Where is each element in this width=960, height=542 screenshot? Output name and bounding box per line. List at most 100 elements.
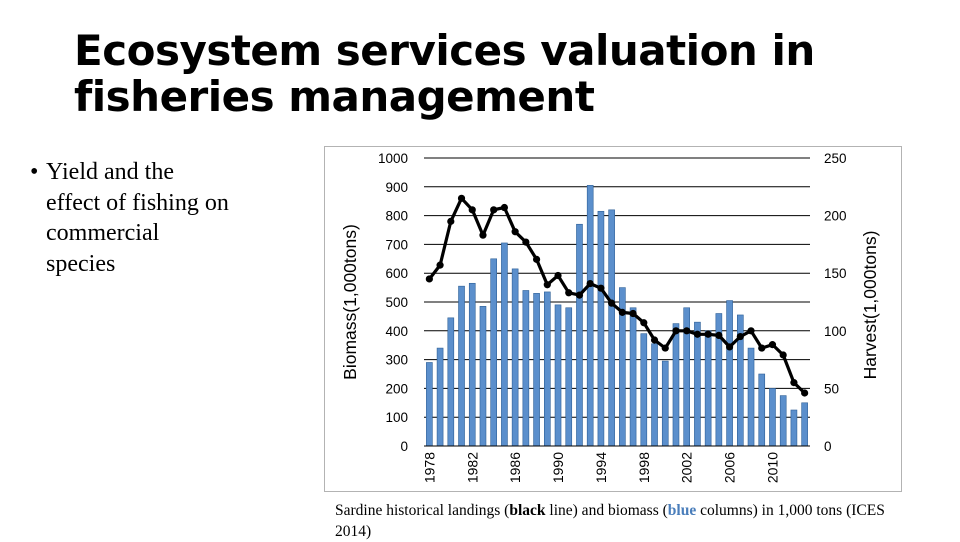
y2-tick-label: 50 (824, 381, 839, 396)
point-landings (725, 343, 734, 351)
bar-biomass (801, 402, 808, 447)
bar-biomass (479, 306, 487, 447)
point-landings (640, 319, 648, 327)
point-landings (790, 379, 798, 387)
y2-tick-label: 200 (824, 209, 847, 224)
bar-biomass (629, 307, 637, 447)
point-landings (629, 309, 637, 318)
x-tick-label: 2010 (764, 452, 780, 483)
bar-biomass (704, 330, 712, 447)
y-tick-label: 400 (385, 324, 408, 339)
caption-black-word: black (509, 502, 546, 519)
y-tick-label: 900 (385, 180, 408, 195)
bar-biomass (790, 409, 798, 447)
bar-biomass (447, 317, 455, 447)
y2-tick-label: 150 (824, 266, 847, 281)
point-landings (672, 327, 680, 335)
x-tick-label: 1986 (507, 452, 523, 483)
bar-biomass (672, 323, 680, 447)
x-tick-label: 1978 (421, 452, 437, 483)
bar-biomass (501, 242, 508, 447)
bar-biomass (640, 333, 648, 447)
point-landings (683, 327, 691, 335)
point-landings (650, 336, 659, 344)
point-landings (801, 389, 809, 397)
point-landings (565, 289, 573, 297)
bar-biomass (426, 362, 433, 447)
y-tick-label: 100 (385, 410, 408, 425)
point-landings (618, 308, 626, 316)
bullet-marker: • (30, 159, 39, 185)
caption-blue-word: blue (667, 502, 697, 519)
point-landings (715, 331, 723, 340)
x-tick-label: 1994 (593, 452, 609, 483)
point-landings (693, 330, 702, 338)
y-tick-label: 600 (385, 266, 408, 281)
bar-biomass (565, 307, 573, 447)
y-axis-title: Biomass(1,000tons) (340, 224, 360, 380)
bar-biomass (694, 321, 701, 447)
point-landings (522, 238, 530, 246)
x-tick-label: 1982 (464, 452, 480, 483)
x-tick-label: 2002 (679, 452, 695, 483)
point-landings (511, 228, 519, 236)
y2-tick-label: 250 (824, 151, 847, 166)
point-landings (543, 281, 551, 289)
point-landings (457, 194, 466, 202)
bar-biomass (576, 223, 583, 447)
y2-tick-label: 100 (824, 324, 847, 339)
caption-part-1: Sardine historical landings ( (335, 502, 510, 519)
bar-biomass (726, 300, 733, 447)
y-tick-label: 700 (385, 237, 408, 252)
bar-biomass (586, 185, 594, 447)
bar-biomass (436, 347, 444, 447)
point-landings (661, 344, 669, 352)
bar-biomass (779, 395, 787, 447)
bar-biomass (758, 373, 766, 447)
point-landings (768, 341, 777, 349)
bar-biomass (544, 291, 551, 447)
point-landings (554, 271, 562, 280)
caption-part-3: columns) in 1,000 tons (ICES 2014) (335, 502, 885, 540)
bar-biomass (458, 285, 465, 447)
y2-axis-title: Harvest(1,000tons) (860, 231, 880, 380)
bar-biomass (661, 360, 669, 447)
point-landings (436, 261, 444, 269)
bar-biomass (468, 282, 476, 447)
x-tick-label: 1998 (636, 452, 652, 483)
slide-title-line-2: fisheries management (74, 72, 595, 121)
bullet-text: Yield and the effect of fishing on comme… (46, 159, 229, 277)
y-tick-label: 800 (385, 209, 408, 224)
caption-part-2: line) and biomass ( (545, 502, 668, 519)
point-landings (490, 206, 498, 214)
point-landings (608, 299, 616, 307)
bar-biomass (651, 343, 658, 447)
x-tick-label: 2006 (722, 452, 738, 483)
sardine-chart: 0 100 200 300 400 500 600 700 800 900 1000 0 50 100 15… (324, 146, 902, 492)
point-landings (758, 344, 766, 352)
x-tick-label: 1990 (550, 452, 566, 483)
bar-biomass (511, 268, 519, 447)
y2-tick-label: 0 (824, 439, 832, 454)
point-landings (532, 255, 541, 263)
bar-biomass (490, 258, 497, 447)
point-landings (447, 217, 455, 225)
point-landings (500, 203, 509, 212)
slide-title-line-1: Ecosystem services valuation in (74, 26, 815, 75)
y-tick-label: 1000 (378, 151, 408, 166)
slide-title: Ecosystem services valuation in fisherie… (74, 28, 894, 120)
bar-biomass (747, 347, 755, 447)
y-tick-label: 300 (385, 353, 408, 368)
bar-biomass (769, 388, 776, 447)
point-landings (597, 284, 605, 292)
point-landings (479, 231, 487, 239)
point-landings (575, 291, 584, 299)
figure-caption: Sardine historical landings (black line)… (335, 500, 905, 542)
point-landings (779, 351, 787, 359)
point-landings (704, 330, 712, 338)
bullet-item: • Yield and the effect of fishing on com… (30, 157, 230, 279)
point-landings (747, 327, 755, 335)
y-tick-label: 200 (385, 381, 408, 396)
bar-biomass (608, 209, 615, 447)
point-landings (586, 279, 594, 288)
